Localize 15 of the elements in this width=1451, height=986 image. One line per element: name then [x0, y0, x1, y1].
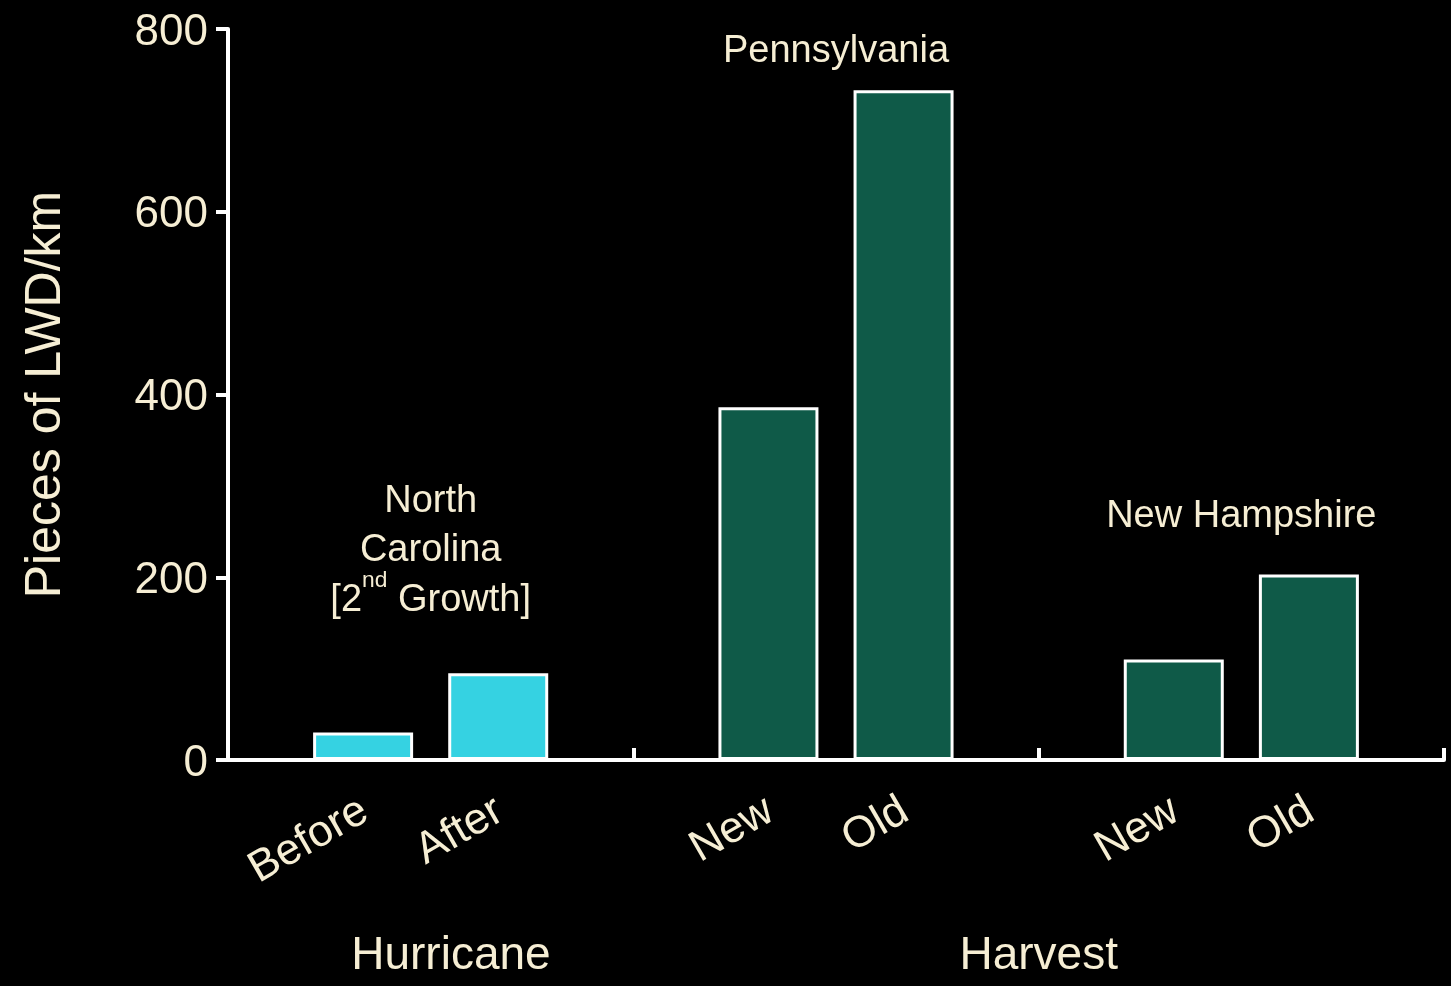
x-tick-label: Old: [1237, 783, 1322, 861]
annotation: Pennsylvania: [722, 28, 950, 70]
x-tick-label: New: [1085, 783, 1187, 871]
y-tick-label: 400: [134, 370, 208, 419]
x-tick-label: After: [405, 783, 511, 873]
y-tick-label: 200: [134, 552, 208, 602]
annotation: New Hampshire: [1106, 493, 1377, 535]
x-tick-label: New: [679, 783, 781, 871]
x-tick-label: Old: [832, 783, 916, 861]
y-tick-label: 800: [134, 4, 208, 54]
y-tick-label: 0: [183, 735, 208, 785]
text: Harvest: [959, 927, 1119, 979]
y-tick-label: 600: [134, 187, 208, 237]
text: Hurricane: [351, 927, 551, 979]
y-axis-title: Pieces of LWD/km: [15, 190, 71, 599]
